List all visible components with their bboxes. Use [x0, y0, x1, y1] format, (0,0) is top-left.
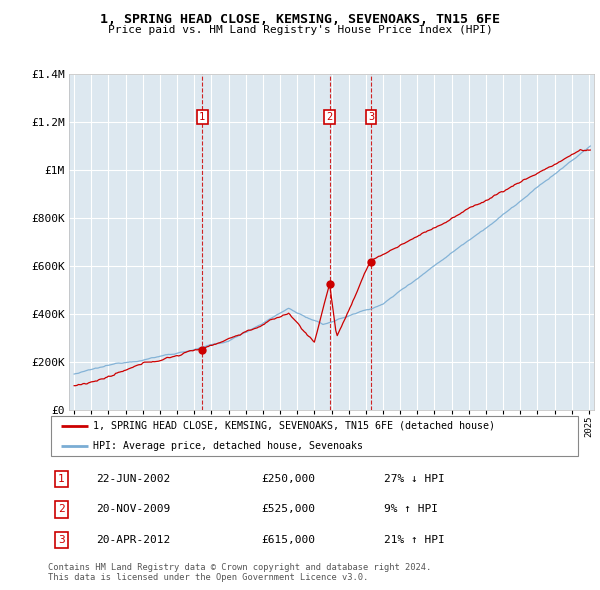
- Text: 22-JUN-2002: 22-JUN-2002: [96, 474, 170, 484]
- FancyBboxPatch shape: [50, 417, 578, 455]
- Text: HPI: Average price, detached house, Sevenoaks: HPI: Average price, detached house, Seve…: [94, 441, 364, 451]
- Text: Price paid vs. HM Land Registry's House Price Index (HPI): Price paid vs. HM Land Registry's House …: [107, 25, 493, 35]
- Text: 20-APR-2012: 20-APR-2012: [96, 535, 170, 545]
- Text: 9% ↑ HPI: 9% ↑ HPI: [385, 504, 439, 514]
- Text: 21% ↑ HPI: 21% ↑ HPI: [385, 535, 445, 545]
- Text: 3: 3: [368, 112, 374, 122]
- Text: This data is licensed under the Open Government Licence v3.0.: This data is licensed under the Open Gov…: [48, 573, 368, 582]
- Text: Contains HM Land Registry data © Crown copyright and database right 2024.: Contains HM Land Registry data © Crown c…: [48, 563, 431, 572]
- Text: 27% ↓ HPI: 27% ↓ HPI: [385, 474, 445, 484]
- Text: £250,000: £250,000: [262, 474, 316, 484]
- Text: 2: 2: [326, 112, 333, 122]
- Text: 1, SPRING HEAD CLOSE, KEMSING, SEVENOAKS, TN15 6FE: 1, SPRING HEAD CLOSE, KEMSING, SEVENOAKS…: [100, 13, 500, 26]
- Text: 1: 1: [199, 112, 205, 122]
- Text: 20-NOV-2009: 20-NOV-2009: [96, 504, 170, 514]
- Text: 1: 1: [58, 474, 65, 484]
- Text: 2: 2: [58, 504, 65, 514]
- Text: 3: 3: [58, 535, 65, 545]
- Text: 1, SPRING HEAD CLOSE, KEMSING, SEVENOAKS, TN15 6FE (detached house): 1, SPRING HEAD CLOSE, KEMSING, SEVENOAKS…: [94, 421, 496, 431]
- Text: £525,000: £525,000: [262, 504, 316, 514]
- Text: £615,000: £615,000: [262, 535, 316, 545]
